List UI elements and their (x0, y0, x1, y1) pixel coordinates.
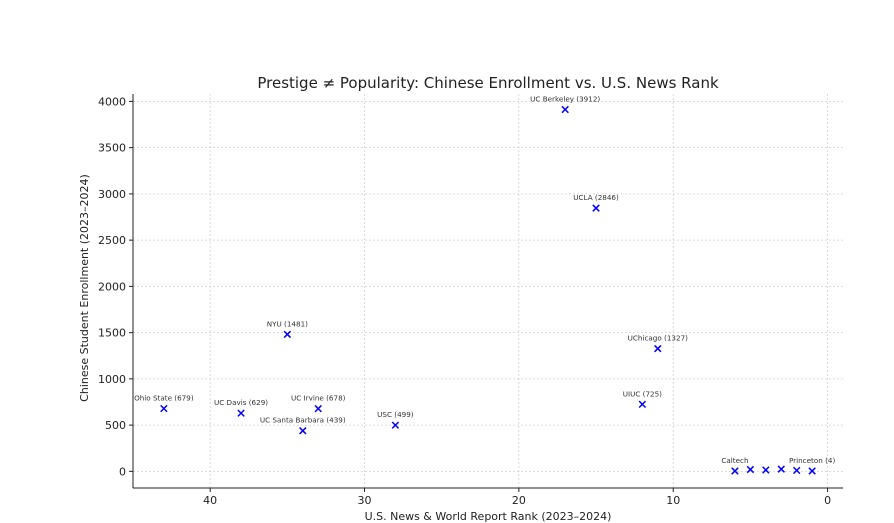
marker-stroke (654, 344, 662, 353)
marker-stroke (792, 466, 801, 475)
point-label: UC Berkeley (3912) (530, 95, 600, 104)
chart-title: Prestige ≠ Popularity: Chinese Enrollmen… (257, 74, 719, 92)
data-point (237, 409, 245, 417)
point-label: UC Davis (629) (214, 398, 268, 407)
data-point (160, 404, 168, 413)
data-point (638, 400, 647, 409)
y-axis-label: Chinese Student Enrollment (2023–2024) (78, 174, 91, 402)
marker-stroke (762, 466, 770, 474)
point-label: UChicago (1327) (628, 334, 689, 343)
point-label: Princeton (4) (789, 456, 836, 465)
marker-stroke (592, 204, 600, 212)
data-point (654, 344, 662, 353)
axes: 40 30 20 10 00500100015002000250030003500400… (98, 94, 843, 507)
marker-stroke (746, 465, 755, 474)
x-tick-label: 0 (824, 494, 831, 507)
data-points (160, 105, 816, 475)
x-tick-label: 40 (203, 494, 217, 507)
marker-stroke (808, 467, 816, 475)
y-tick-label: 500 (105, 419, 126, 432)
x-tick-label: 10 (666, 494, 680, 507)
marker-stroke (638, 400, 647, 409)
y-tick-label: 0 (119, 465, 126, 478)
data-point (731, 467, 739, 475)
marker-stroke (299, 427, 307, 435)
marker-stroke (283, 330, 292, 339)
marker-stroke (731, 467, 739, 475)
y-tick-label: 3500 (98, 142, 126, 155)
point-label: NYU (1481) (267, 319, 308, 328)
point-label: UC Santa Barbara (439) (260, 416, 346, 425)
data-point (808, 467, 816, 475)
marker-stroke (561, 105, 569, 114)
y-tick-label: 2000 (98, 280, 126, 293)
marker-stroke (777, 465, 785, 473)
data-point (792, 466, 801, 475)
grid (133, 94, 843, 488)
y-tick-label: 2500 (98, 234, 126, 247)
point-label: USC (499) (377, 410, 414, 419)
point-labels: UC Berkeley (3912) UCLA (2846) NYU (1481) U… (134, 95, 835, 465)
marker-stroke (237, 409, 245, 417)
data-point (746, 465, 755, 474)
x-tick-label: 30 (358, 494, 372, 507)
point-label: UIUC (725) (623, 389, 662, 398)
y-tick-label: 4000 (98, 95, 126, 108)
data-point (762, 466, 770, 474)
data-point (283, 330, 292, 339)
y-tick-label: 1500 (98, 327, 126, 340)
data-point (391, 421, 400, 429)
x-tick-label: 20 (512, 494, 526, 507)
marker-stroke (160, 404, 168, 413)
data-point (777, 465, 785, 473)
data-point (314, 404, 322, 413)
point-label: UCLA (2846) (573, 193, 619, 202)
y-tick-label: 1000 (98, 373, 126, 386)
y-tick-label: 3000 (98, 188, 126, 201)
data-point (561, 105, 569, 114)
point-label: Ohio State (679) (134, 394, 194, 403)
marker-stroke (391, 421, 400, 429)
data-point (592, 204, 600, 212)
point-label: UC Irvine (678) (291, 394, 346, 403)
data-point (299, 427, 307, 435)
x-axis-label: U.S. News & World Report Rank (2023–2024… (365, 510, 612, 523)
point-label: Caltech (721, 456, 748, 465)
marker-stroke (314, 404, 322, 413)
